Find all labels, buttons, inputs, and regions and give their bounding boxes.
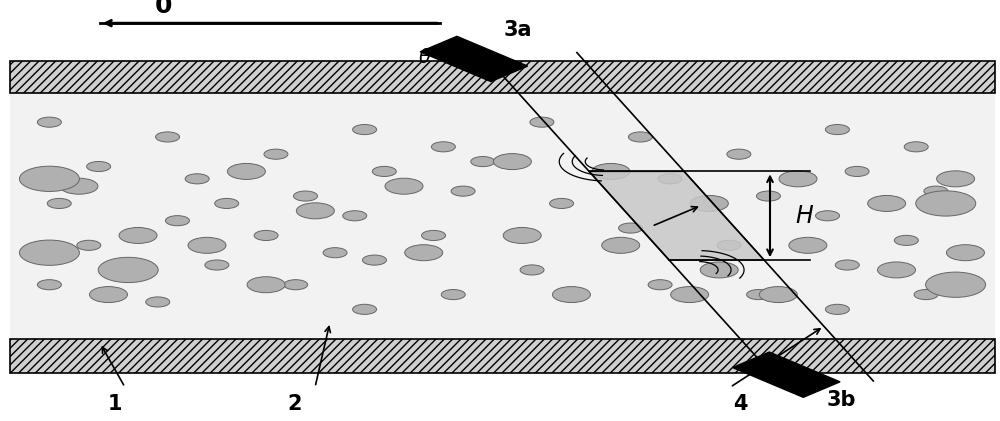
Circle shape [294, 191, 318, 201]
Circle shape [77, 240, 101, 250]
Circle shape [296, 203, 334, 219]
Text: 3b: 3b [826, 390, 856, 410]
Circle shape [503, 227, 541, 243]
Circle shape [878, 262, 916, 278]
Circle shape [592, 163, 630, 179]
Circle shape [471, 157, 495, 167]
Circle shape [937, 171, 975, 187]
Circle shape [441, 290, 465, 300]
Polygon shape [420, 36, 528, 82]
Circle shape [648, 280, 672, 290]
Circle shape [868, 195, 906, 211]
Circle shape [156, 132, 180, 142]
Circle shape [422, 230, 446, 240]
Circle shape [816, 211, 840, 221]
Circle shape [165, 216, 189, 226]
Circle shape [37, 280, 61, 290]
Circle shape [825, 125, 849, 135]
Circle shape [205, 260, 229, 270]
Polygon shape [589, 171, 764, 260]
Circle shape [727, 149, 751, 159]
Circle shape [493, 154, 531, 170]
Circle shape [619, 223, 643, 233]
Circle shape [759, 287, 797, 303]
Circle shape [789, 237, 827, 253]
Circle shape [146, 297, 170, 307]
Circle shape [779, 171, 817, 187]
Circle shape [845, 166, 869, 176]
Text: 2: 2 [288, 394, 302, 415]
Circle shape [550, 198, 574, 208]
Text: θ: θ [419, 48, 431, 67]
Circle shape [747, 290, 771, 300]
Circle shape [247, 277, 285, 293]
Circle shape [894, 235, 918, 245]
Circle shape [227, 163, 265, 179]
Circle shape [60, 178, 98, 194]
Circle shape [717, 240, 741, 250]
Circle shape [343, 211, 367, 221]
Circle shape [87, 161, 111, 171]
Bar [10, 93, 995, 339]
Circle shape [520, 265, 544, 275]
Circle shape [946, 245, 984, 261]
Text: 0: 0 [155, 0, 173, 18]
Circle shape [353, 304, 377, 314]
Circle shape [690, 195, 728, 211]
Circle shape [431, 142, 455, 152]
Bar [10, 61, 995, 93]
Circle shape [700, 262, 738, 278]
Circle shape [215, 198, 239, 208]
Circle shape [552, 287, 590, 303]
Text: 4: 4 [733, 394, 747, 415]
Circle shape [914, 290, 938, 300]
Circle shape [602, 237, 640, 253]
Circle shape [756, 191, 780, 201]
Circle shape [451, 186, 475, 196]
Circle shape [90, 287, 128, 303]
Circle shape [323, 248, 347, 258]
Circle shape [362, 255, 386, 265]
Circle shape [254, 230, 278, 240]
Circle shape [98, 257, 158, 282]
Circle shape [19, 240, 79, 265]
Circle shape [385, 178, 423, 194]
Circle shape [658, 174, 682, 184]
Circle shape [264, 149, 288, 159]
Circle shape [926, 272, 986, 297]
Circle shape [825, 304, 849, 314]
Circle shape [106, 267, 130, 277]
Circle shape [904, 142, 928, 152]
Circle shape [37, 117, 61, 127]
Circle shape [47, 198, 71, 208]
Text: H: H [795, 204, 813, 228]
Circle shape [628, 132, 652, 142]
Circle shape [924, 186, 948, 196]
Text: 1: 1 [108, 394, 122, 415]
Circle shape [188, 237, 226, 253]
Circle shape [530, 117, 554, 127]
Circle shape [119, 227, 157, 243]
Circle shape [372, 166, 396, 176]
Polygon shape [733, 352, 840, 397]
Circle shape [405, 245, 443, 261]
Circle shape [916, 191, 976, 216]
Text: 3a: 3a [504, 20, 532, 40]
Circle shape [185, 174, 209, 184]
Circle shape [19, 166, 79, 192]
Bar [10, 339, 995, 373]
Circle shape [671, 287, 709, 303]
Circle shape [835, 260, 859, 270]
Circle shape [284, 280, 308, 290]
Circle shape [353, 125, 377, 135]
